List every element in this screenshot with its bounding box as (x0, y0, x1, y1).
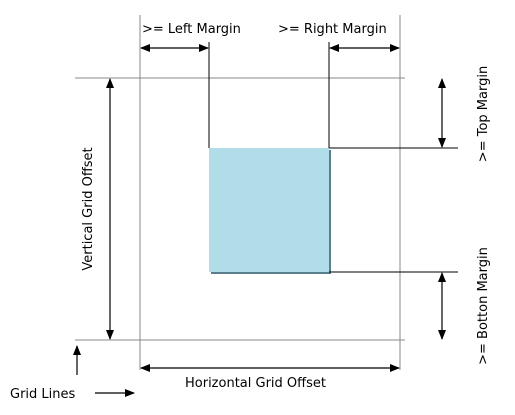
left-margin-label: >= Left Margin (142, 22, 241, 37)
grid-lines-label: Grid Lines (10, 387, 76, 402)
top-margin-label: >= Top Margin (476, 66, 491, 162)
vertical-grid-offset-label: Vertical Grid Offset (81, 147, 96, 270)
right-margin-label: >= Right Margin (278, 22, 387, 37)
horizontal-grid-offset-label: Horizontal Grid Offset (185, 376, 326, 391)
extension-lines (208, 42, 458, 273)
bottom-margin-label: >= Botton Margin (476, 247, 491, 365)
cell-box (209, 148, 329, 272)
dimension-arrows (73, 44, 446, 397)
grid-lines (75, 15, 405, 370)
